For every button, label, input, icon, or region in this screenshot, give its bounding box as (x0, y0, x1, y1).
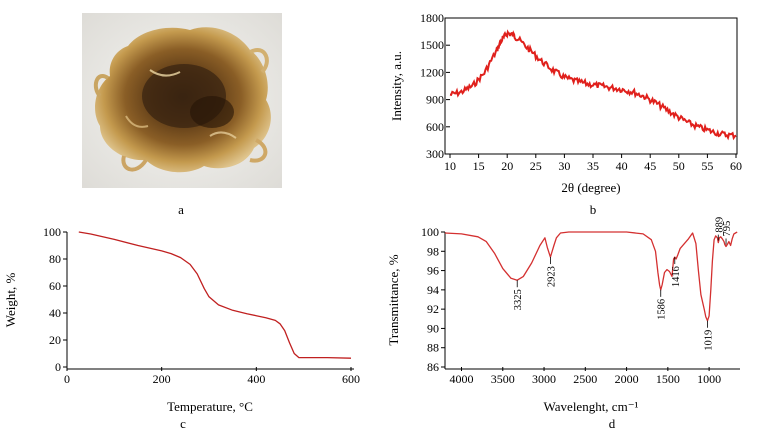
chart-b-x-tick-label: 35 (587, 159, 599, 173)
chart-b-x-tick-label: 20 (501, 159, 513, 173)
chart-c-y-tick-label: 100 (43, 225, 61, 239)
chart-c-y-tick-label: 0 (55, 360, 61, 374)
chart-d-y-axis-label: Transmittance, % (386, 254, 401, 345)
chart-c-y-tick-label: 20 (49, 333, 61, 347)
peak-label: 1019 (704, 330, 715, 351)
chart-b-x-tick-label: 50 (673, 159, 685, 173)
chart-d-x-ticks: 4000 3500 3000 2500 2000 1500 1000 (450, 367, 721, 386)
chart-b-x-tick-label: 15 (473, 159, 485, 173)
peak-label: 889 (714, 217, 725, 233)
panel-a: a (82, 13, 282, 217)
peak-label: 2923 (546, 266, 557, 287)
chart-d-y-ticks: 86 88 90 92 94 96 98 100 (421, 225, 445, 374)
chart-c-y-tick-label: 60 (49, 279, 61, 293)
panel-label-b: b (590, 202, 597, 217)
panel-label-a: a (178, 202, 184, 217)
panel-label-c: c (180, 416, 186, 431)
chart-c-x-tick-label: 400 (247, 372, 265, 386)
chart-b-x-tick-label: 55 (701, 159, 713, 173)
chart-b-series (449, 29, 737, 141)
peak-label: 1416 (671, 266, 682, 287)
chart-c-x-axis-label: Temperature, °C (167, 399, 253, 414)
chart-b-y-tick-label: 600 (426, 120, 444, 134)
chart-c-y-axis-label: Weight, % (3, 273, 18, 328)
chart-b-y-tick-label: 1500 (420, 38, 444, 52)
chart-b-x-tick-label: 60 (730, 159, 742, 173)
chart-d-series (444, 231, 738, 322)
chart-d-y-tick-label: 86 (427, 360, 439, 374)
peak-label: 795 (722, 221, 733, 237)
chart-d-y-tick-label: 90 (427, 321, 439, 335)
chart-d-x-tick-label: 3000 (532, 372, 556, 386)
chart-b-x-tick-label: 40 (616, 159, 628, 173)
chart-c-x-tick-label: 200 (153, 372, 171, 386)
chart-b-x-tick-label: 45 (644, 159, 656, 173)
peak-label: 3325 (513, 289, 524, 310)
chart-d-series-line (444, 231, 738, 322)
panel-b: 10 15 20 25 30 35 40 45 50 55 60 300 600 900 1200 1500… (389, 11, 742, 217)
chart-b-x-ticks: 10 15 20 25 30 35 40 45 50 55 60 (444, 154, 742, 173)
chart-c-y-tick-label: 80 (49, 252, 61, 266)
chart-b-y-ticks: 300 600 900 1200 1500 1800 (420, 11, 450, 161)
chart-c-series (78, 231, 352, 359)
chart-c-y-ticks: 0 20 40 60 80 100 (43, 225, 67, 374)
chart-d-x-tick-label: 3500 (491, 372, 515, 386)
chart-d-x-axis-label: Wavelenght, cm⁻¹ (544, 399, 639, 414)
chart-c-x-ticks: 0 200 400 600 (64, 367, 360, 386)
chart-b-y-axis-label: Intensity, a.u. (389, 51, 404, 121)
chart-b-y-tick-label: 900 (426, 93, 444, 107)
peak-label: 1586 (657, 299, 668, 320)
chart-b-frame (444, 17, 738, 155)
chart-d-x-tick-label: 1000 (697, 372, 721, 386)
chart-c-x-tick-label: 600 (342, 372, 360, 386)
chart-d-x-tick-label: 2000 (615, 372, 639, 386)
chart-b-x-tick-label: 25 (530, 159, 542, 173)
chart-d-y-tick-label: 100 (421, 225, 439, 239)
chart-b-x-tick-label: 10 (444, 159, 456, 173)
chart-c-y-tick-label: 40 (49, 306, 61, 320)
panel-label-d: d (609, 416, 616, 431)
chart-b-y-tick-label: 1800 (420, 11, 444, 25)
chart-b-y-tick-label: 1200 (420, 65, 444, 79)
chart-d-x-tick-label: 2500 (573, 372, 597, 386)
chart-d-x-tick-label: 1500 (656, 372, 680, 386)
chart-c-series-line (78, 231, 352, 359)
photo-of-brown-gel-sample-icon (93, 27, 271, 173)
chart-b-y-tick-label: 300 (426, 147, 444, 161)
chart-d-y-tick-label: 98 (427, 244, 439, 258)
chart-b-x-tick-label: 30 (558, 159, 570, 173)
chart-d-y-tick-label: 96 (427, 264, 439, 278)
chart-d-y-tick-label: 94 (427, 283, 439, 297)
chart-d-y-tick-label: 92 (427, 302, 439, 316)
chart-c-x-tick-label: 0 (64, 372, 70, 386)
chart-d-x-tick-label: 4000 (450, 372, 474, 386)
chart-d-y-tick-label: 88 (427, 341, 439, 355)
panel-d: 4000 3500 3000 2500 2000 1500 1000 86 88 90 92 94 9… (386, 217, 740, 431)
chart-b-series-line (449, 29, 737, 141)
chart-b-x-axis-label: 2θ (degree) (561, 180, 620, 195)
